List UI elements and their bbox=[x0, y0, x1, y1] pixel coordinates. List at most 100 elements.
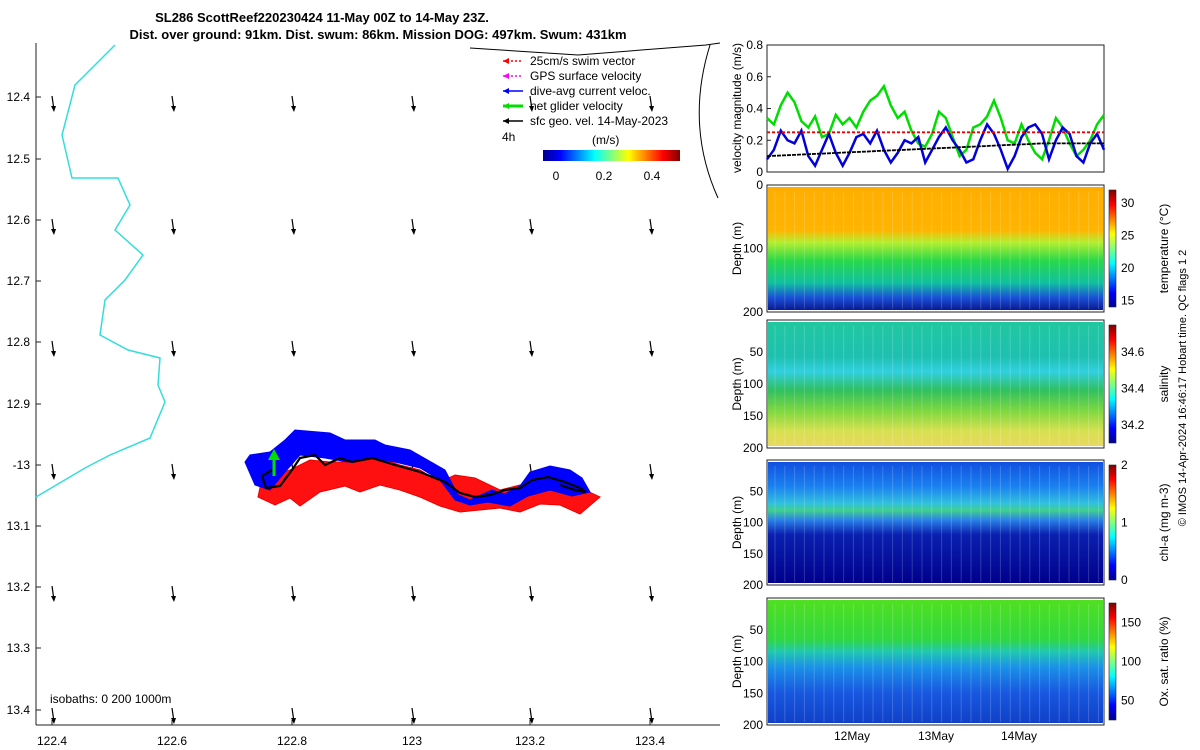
geo-arrow-head bbox=[291, 718, 296, 724]
velocity-y-tick-label: 0.8 bbox=[746, 38, 763, 52]
heatmap-colorbar bbox=[1108, 602, 1117, 721]
geo-arrow-head bbox=[171, 474, 176, 480]
geo-arrow-head bbox=[411, 596, 416, 602]
map-y-tick-label: 13.4 bbox=[7, 703, 31, 717]
heatmap-panel: 50 100 150 200 Depth (m) 0 1 2 chl-a (mg m-3) bbox=[730, 458, 1171, 592]
heatmap-colorbar-tick: 34.4 bbox=[1121, 382, 1145, 396]
heatmap-colorbar-tick: 150 bbox=[1121, 616, 1141, 630]
heatmap-colorbar-tick: 50 bbox=[1121, 694, 1135, 708]
connector-line bbox=[469, 42, 721, 56]
heatmap-x-tick-label: 13May bbox=[918, 729, 954, 743]
heatmap-field bbox=[768, 187, 1103, 310]
map-y-tick-label: 13.3 bbox=[7, 641, 31, 655]
heatmap-y-tick-label: 100 bbox=[743, 516, 763, 530]
map-x-tick-label: 122.4 bbox=[37, 734, 67, 748]
heatmap-colorbar-tick: 20 bbox=[1121, 261, 1135, 275]
map-y-tick-label: 12.4 bbox=[7, 90, 31, 104]
legend-item-label: sfc geo. vel. 14-May-2023 bbox=[530, 114, 668, 128]
heatmap-colorbar bbox=[1108, 464, 1117, 581]
geo-arrow-head bbox=[529, 106, 534, 112]
velocity-panel: 0 0.2 0.4 0.6 0.8 velocity magnitude (m/s) bbox=[730, 38, 1106, 179]
title-line-1: SL286 ScottReef220230424 11-May 00Z to 1… bbox=[155, 10, 489, 25]
coastline bbox=[35, 44, 166, 498]
geo-arrow-head bbox=[649, 106, 654, 112]
geo-arrow-head bbox=[649, 718, 654, 724]
heatmap-colorbar bbox=[1108, 324, 1117, 444]
geo-arrow-head bbox=[411, 229, 416, 235]
legend-swatch-head bbox=[503, 103, 509, 109]
heatmap-field bbox=[768, 462, 1103, 583]
heatmap-y-tick-label: 100 bbox=[743, 377, 763, 391]
geo-arrow-head bbox=[291, 351, 296, 357]
heatmap-colorbar-label: chl-a (mg m-3) bbox=[1157, 483, 1171, 561]
heatmap-colorbar-tick: 34.2 bbox=[1121, 418, 1145, 432]
heatmap-ylabel: Depth (m) bbox=[730, 635, 744, 688]
map-x-tick-label: 122.8 bbox=[277, 734, 307, 748]
glider-track-line bbox=[260, 453, 587, 499]
geo-arrow-head bbox=[291, 229, 296, 235]
geo-arrow-head bbox=[649, 596, 654, 602]
heatmap-y-tick-label: 200 bbox=[743, 305, 763, 319]
heatmap-field bbox=[768, 600, 1103, 723]
legend-item-label: dive-avg current veloc. bbox=[530, 84, 651, 98]
geo-arrow-head bbox=[171, 229, 176, 235]
heatmap-panel: 50 100 150 200 Depth (m) 34.2 34.4 34.6 salinity bbox=[730, 319, 1171, 455]
geo-arrow-head bbox=[171, 718, 176, 724]
heatmap-colorbar-tick: 0 bbox=[1121, 573, 1128, 587]
geo-arrow-head bbox=[171, 596, 176, 602]
geo-arrow-head bbox=[51, 351, 56, 357]
geo-arrow-head bbox=[291, 106, 296, 112]
heatmap-colorbar-tick: 25 bbox=[1121, 229, 1135, 243]
velocity-y-tick-label: 0.6 bbox=[746, 70, 763, 84]
heatmap-colorbar-tick: 15 bbox=[1121, 294, 1135, 308]
geo-arrow-head bbox=[411, 106, 416, 112]
heatmap-field bbox=[768, 322, 1103, 446]
geo-arrow-head bbox=[529, 351, 534, 357]
geo-arrow-head bbox=[529, 718, 534, 724]
legend-item-label: GPS surface velocity bbox=[530, 69, 641, 83]
map-x-tick-label: 122.6 bbox=[157, 734, 187, 748]
legend-swatch-head bbox=[503, 73, 509, 79]
net-velocity-arrow-head bbox=[268, 449, 280, 460]
geo-arrow-head bbox=[529, 596, 534, 602]
heatmap-y-tick-label: 200 bbox=[743, 441, 763, 455]
map-axes: 122.4 122.6 122.8 123 123.2 123.4 12.4 12.5 12.… bbox=[7, 43, 720, 748]
map-y-tick-label: 12.6 bbox=[7, 213, 31, 227]
title-line-2: Dist. over ground: 91km. Dist. swum: 86k… bbox=[129, 27, 626, 42]
heatmap-colorbar-label: salinity bbox=[1157, 366, 1171, 403]
legend-item-label: net glider velocity bbox=[530, 99, 623, 113]
glider-track-group bbox=[244, 429, 601, 515]
geo-velocity-arrows bbox=[51, 95, 654, 724]
heatmap-y-tick-label: 200 bbox=[743, 578, 763, 592]
geo-arrow-head bbox=[411, 718, 416, 724]
isobaths-label: isobaths: 0 200 1000m bbox=[50, 692, 171, 706]
map-y-tick-label: 13.2 bbox=[7, 580, 31, 594]
geo-arrow-head bbox=[291, 596, 296, 602]
velocity-series-line bbox=[766, 142, 1104, 157]
map-x-tick-label: 123.2 bbox=[515, 734, 545, 748]
footer-credit: © IMOS 14-Apr-2024 16:46:17 Hobart time.… bbox=[1177, 250, 1189, 527]
map-x-tick-label: 123.4 bbox=[635, 734, 665, 748]
heatmap-y-tick-label: 50 bbox=[750, 484, 764, 498]
heatmap-colorbar-label: temperature (°C) bbox=[1157, 204, 1171, 294]
heatmap-y-tick-label: 0 bbox=[756, 178, 763, 192]
heatmap-y-tick-label: 200 bbox=[743, 718, 763, 732]
heatmap-x-tick-label: 12May bbox=[834, 729, 870, 743]
geo-arrow-head bbox=[649, 474, 654, 480]
map-x-tick-label: 123 bbox=[402, 734, 422, 748]
legend-units-label: (m/s) bbox=[592, 133, 619, 147]
heatmap-panel: 0 100 200 Depth (m) 15 20 25 30 temperature (°C) bbox=[730, 178, 1171, 319]
heatmap-y-tick-label: 150 bbox=[743, 547, 763, 561]
geo-arrow-head bbox=[649, 351, 654, 357]
map-y-tick-label: 13.1 bbox=[7, 519, 31, 533]
heatmap-colorbar-tick: 34.6 bbox=[1121, 345, 1145, 359]
heatmap-colorbar-tick: 2 bbox=[1121, 458, 1128, 472]
legend-colorbar-tick: 0.2 bbox=[596, 169, 613, 183]
heatmap-ylabel: Depth (m) bbox=[730, 222, 744, 275]
heatmap-y-tick-label: 150 bbox=[743, 686, 763, 700]
legend-swatch-head bbox=[503, 58, 509, 64]
legend-swatch-head bbox=[503, 118, 509, 124]
map-y-tick-label: 12.5 bbox=[7, 152, 31, 166]
heatmap-ylabel: Depth (m) bbox=[730, 496, 744, 549]
heatmap-x-tick-label: 14May bbox=[1001, 729, 1037, 743]
